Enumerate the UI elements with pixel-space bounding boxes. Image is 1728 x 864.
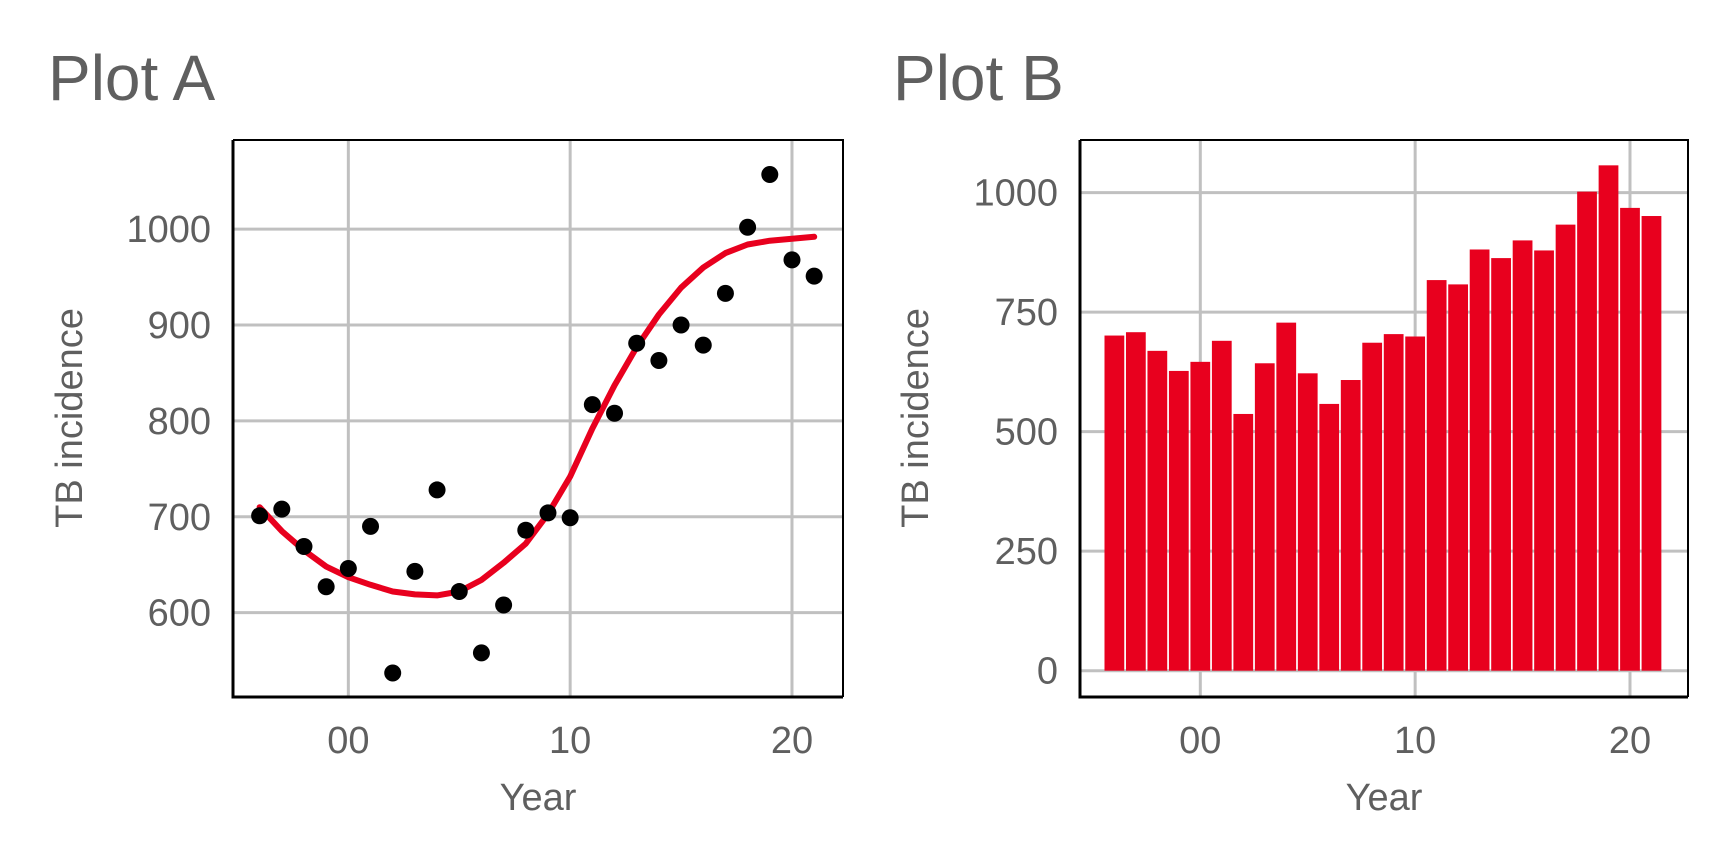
plot-a-data-point (628, 334, 646, 352)
plot-b-bar (1641, 216, 1662, 671)
plot-a-data-point (539, 504, 557, 522)
plot-a-data-point (362, 517, 380, 535)
plot-b-bar (1319, 403, 1340, 671)
plot-a-y-tick-label: 900 (148, 305, 211, 347)
plot-b-y-tick-label: 750 (995, 292, 1058, 334)
plot-a-data-point (739, 218, 757, 236)
plot-a-y-tick-label: 800 (148, 401, 211, 443)
plot-b-bar (1598, 165, 1619, 671)
plot-b-tick-labels: 00 10 20 0 250 500 750 1000 (973, 173, 1651, 762)
plot-a-data-point (317, 578, 335, 596)
plot-b-bar (1147, 350, 1168, 671)
plot-b-bar (1362, 342, 1383, 671)
plot-a-panel-border (233, 139, 844, 697)
plot-b-bar (1426, 280, 1447, 671)
plot-a-data-point (761, 166, 779, 184)
plot-a-data-point (716, 284, 734, 302)
plot-a-x-tick-label: 10 (549, 720, 591, 762)
plot-a-x-axis-label: Year (500, 777, 577, 819)
plot-b: Plot B 00 10 20 0 250 500 750 1000 Year TB inci… (893, 42, 1689, 819)
plot-b-bar (1448, 284, 1469, 671)
plot-b-x-tick-label: 00 (1179, 720, 1221, 762)
plot-a-y-tick-label: 700 (148, 497, 211, 539)
plot-b-bar (1190, 361, 1211, 671)
plot-a-data-point (384, 664, 402, 682)
plot-a-x-tick-label: 00 (327, 720, 369, 762)
plot-b-bar (1469, 249, 1490, 671)
plot-a-data-point (583, 396, 601, 414)
plot-b-y-tick-label: 250 (995, 531, 1058, 573)
plot-b-bar (1405, 336, 1426, 671)
plot-b-x-tick-label: 20 (1609, 720, 1651, 762)
plot-b-y-axis-label: TB incidence (895, 308, 937, 528)
plot-b-bar (1276, 322, 1297, 671)
plot-b-y-tick-label: 500 (995, 412, 1058, 454)
plot-b-bar (1168, 370, 1189, 671)
plot-b-bar (1233, 413, 1254, 671)
plot-b-bar (1125, 332, 1146, 671)
plot-a-data-point (339, 560, 357, 578)
plot-b-y-tick-label: 0 (1037, 651, 1058, 693)
plot-b-bar (1104, 335, 1125, 671)
plot-a-title: Plot A (48, 42, 216, 114)
plot-b-bar (1491, 258, 1511, 671)
plot-a-y-axis-label: TB incidence (49, 308, 91, 528)
plot-a-data-point (694, 336, 712, 354)
plot-a-gridlines (233, 140, 843, 697)
plot-a-data-point (517, 521, 535, 539)
plot-a-x-tick-label: 20 (771, 720, 813, 762)
plot-b-bar (1534, 250, 1554, 671)
plot-a-fit-line (256, 233, 818, 599)
plot-b-bar (1555, 224, 1576, 671)
plot-a-data-point (495, 596, 513, 614)
plot-b-bar (1512, 240, 1533, 671)
plot-a-data-point (428, 481, 446, 499)
plot-b-y-tick-label: 1000 (973, 173, 1058, 215)
plot-a-data-point (273, 500, 291, 518)
plot-b-x-axis-label: Year (1346, 777, 1423, 819)
plot-a-data-point (251, 507, 269, 525)
plot-a-data-point (783, 251, 801, 269)
plot-a-y-tick-label: 600 (148, 593, 211, 635)
plot-b-panel-border (1080, 139, 1689, 697)
plot-a-y-tick-label: 1000 (126, 209, 211, 251)
plot-b-bar (1254, 363, 1275, 671)
plot-a-fit-line-group (256, 233, 818, 599)
plot-a-data-point (606, 404, 624, 422)
plot-b-axes (1078, 140, 1688, 699)
plot-a-data-point (472, 644, 490, 662)
plot-a-axes (231, 140, 843, 699)
plot-a-data-point (805, 267, 823, 285)
plot-a-points (251, 166, 823, 682)
plot-a-data-point (672, 316, 690, 334)
plot-b-x-tick-label: 10 (1394, 720, 1436, 762)
plot-a-data-point (561, 509, 579, 527)
plot-a: Plot A 00 10 20 600 700 800 900 1000 Year TB in… (48, 42, 844, 819)
plot-a-data-point (295, 537, 313, 555)
plot-a-data-point (650, 351, 668, 369)
plot-b-bars (1104, 165, 1662, 671)
plot-b-bar (1297, 373, 1318, 671)
plot-b-bar (1211, 340, 1232, 671)
plot-b-bar (1383, 334, 1404, 671)
plot-b-title: Plot B (893, 42, 1064, 114)
plot-a-data-point (406, 562, 424, 580)
plot-a-tick-labels: 00 10 20 600 700 800 900 1000 (126, 209, 813, 762)
plot-b-bar (1620, 207, 1640, 671)
plot-b-bar (1577, 191, 1597, 671)
plot-a-data-point (450, 583, 468, 601)
plot-b-bar (1340, 380, 1361, 671)
